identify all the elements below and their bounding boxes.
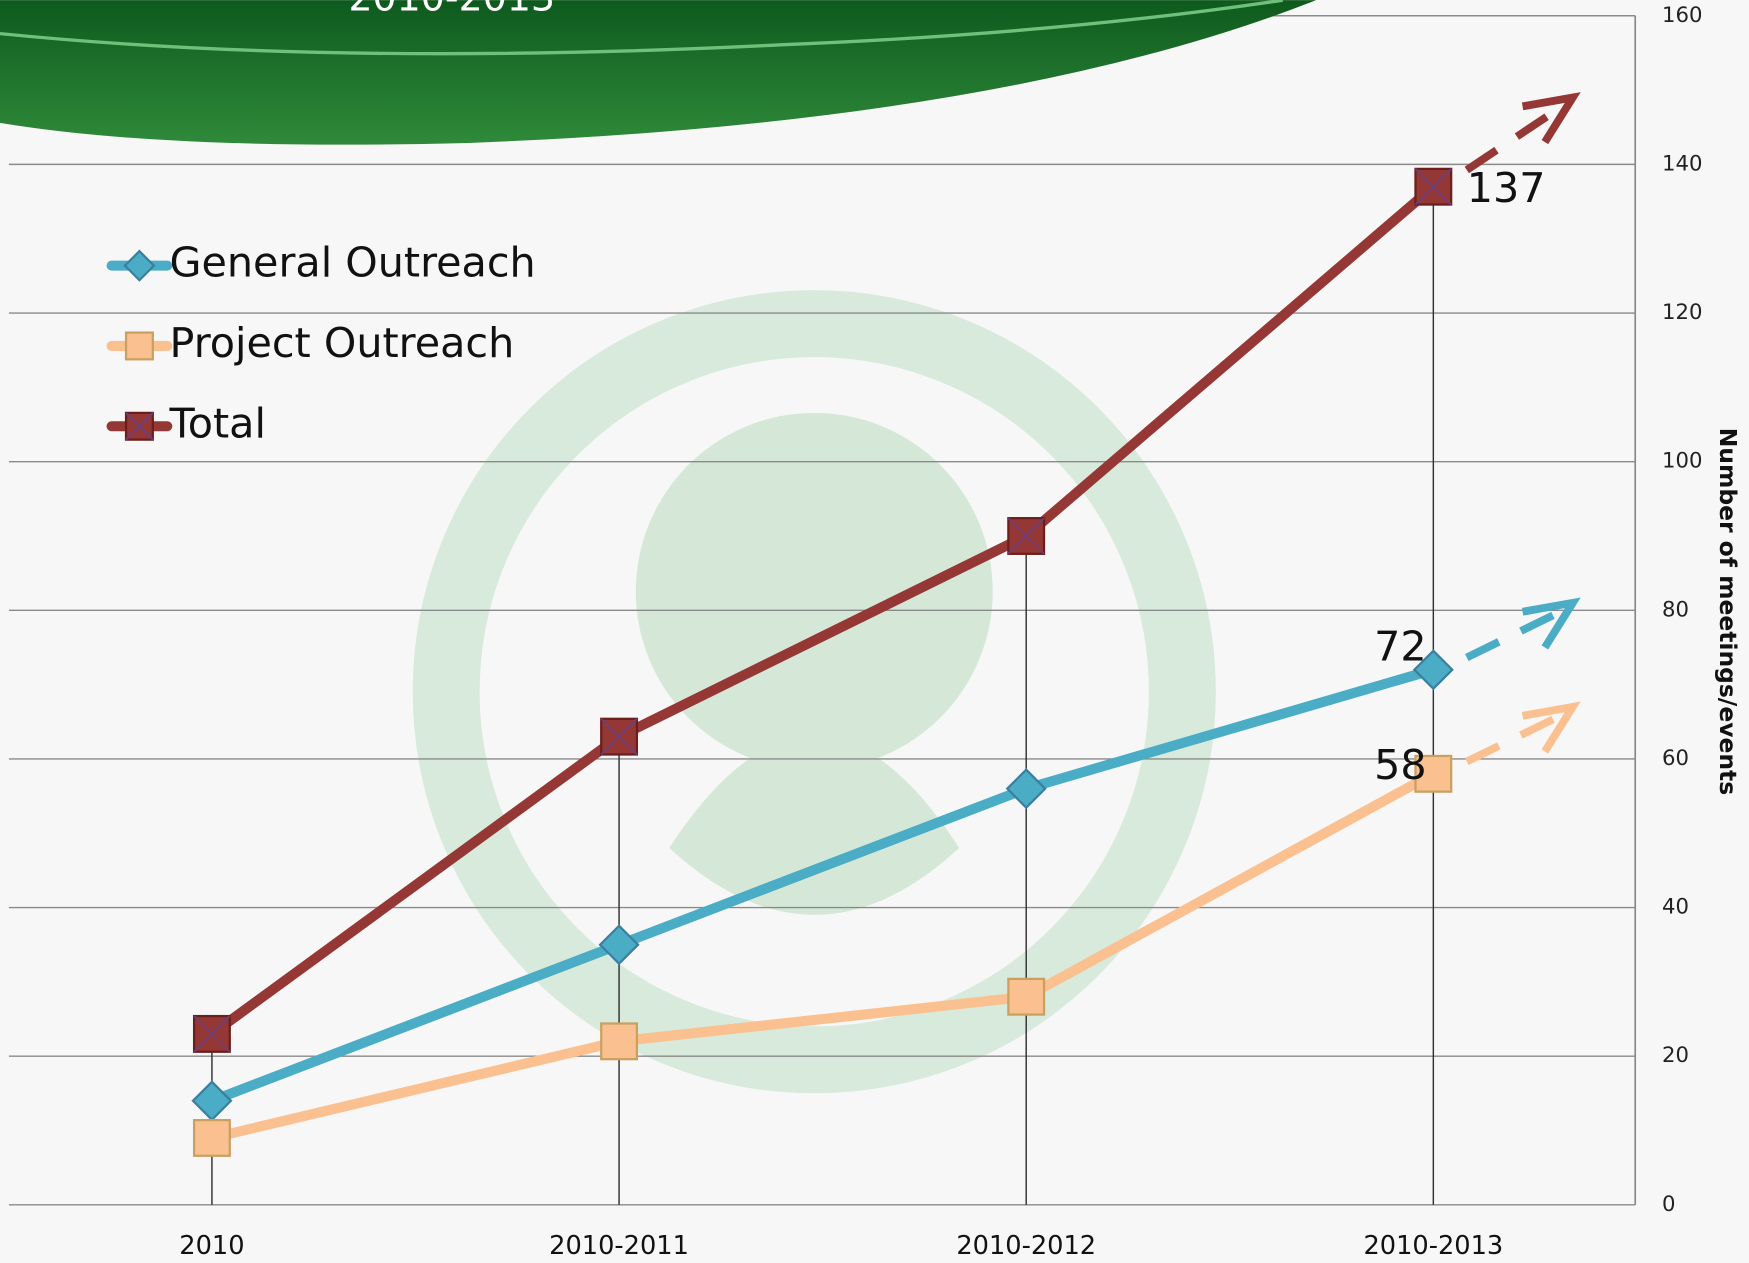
y-tick-label: 160 <box>1662 2 1702 27</box>
marker-shape <box>125 251 154 280</box>
y-tick-label: 0 <box>1662 1191 1675 1216</box>
y-tick-label: 100 <box>1662 448 1702 473</box>
watermark <box>446 324 1182 1060</box>
y-axis-title: Number of meetings/events <box>1714 428 1742 795</box>
marker <box>1008 518 1044 554</box>
marker <box>126 333 153 360</box>
chart: 0 20 40 60 80 100 120 140 160 2010-2013 2010 2010… <box>0 0 1749 1263</box>
chart-title: 2010-2013 <box>348 0 555 20</box>
marker <box>126 413 153 440</box>
marker <box>125 251 154 280</box>
x-tick-label: 2010 <box>179 1231 244 1261</box>
y-tick-label: 20 <box>1662 1042 1689 1067</box>
marker <box>1008 979 1044 1015</box>
marker-shape <box>601 1023 637 1059</box>
legend-label: General Outreach <box>170 239 536 287</box>
y-tick-label: 120 <box>1662 299 1702 324</box>
data-label: 58 <box>1374 741 1427 789</box>
marker-shape <box>1008 979 1044 1015</box>
marker-shape <box>1007 770 1045 808</box>
y-tick-label: 40 <box>1662 894 1689 919</box>
y-tick-label: 140 <box>1662 150 1702 175</box>
legend-label: Project Outreach <box>170 319 515 367</box>
x-tick-label: 2010-2011 <box>549 1231 689 1261</box>
marker <box>194 1120 230 1156</box>
marker-shape <box>193 1082 231 1120</box>
y-tick-label: 60 <box>1662 745 1689 770</box>
legend-label: Total <box>169 399 266 447</box>
y-tick-label: 80 <box>1662 596 1689 621</box>
page: {"chart_data": {"type": "line", "title":… <box>0 0 1749 1263</box>
data-label: 137 <box>1467 164 1546 212</box>
marker <box>1007 770 1045 808</box>
marker <box>601 1023 637 1059</box>
marker <box>193 1082 231 1120</box>
marker <box>194 1016 230 1052</box>
x-tick-label: 2010-2013 <box>1363 1231 1503 1261</box>
marker-shape <box>126 333 153 360</box>
x-tick-label: 2010-2012 <box>956 1231 1096 1261</box>
data-label: 72 <box>1374 623 1427 671</box>
marker-shape <box>194 1120 230 1156</box>
marker <box>601 719 637 755</box>
marker <box>1415 169 1451 205</box>
